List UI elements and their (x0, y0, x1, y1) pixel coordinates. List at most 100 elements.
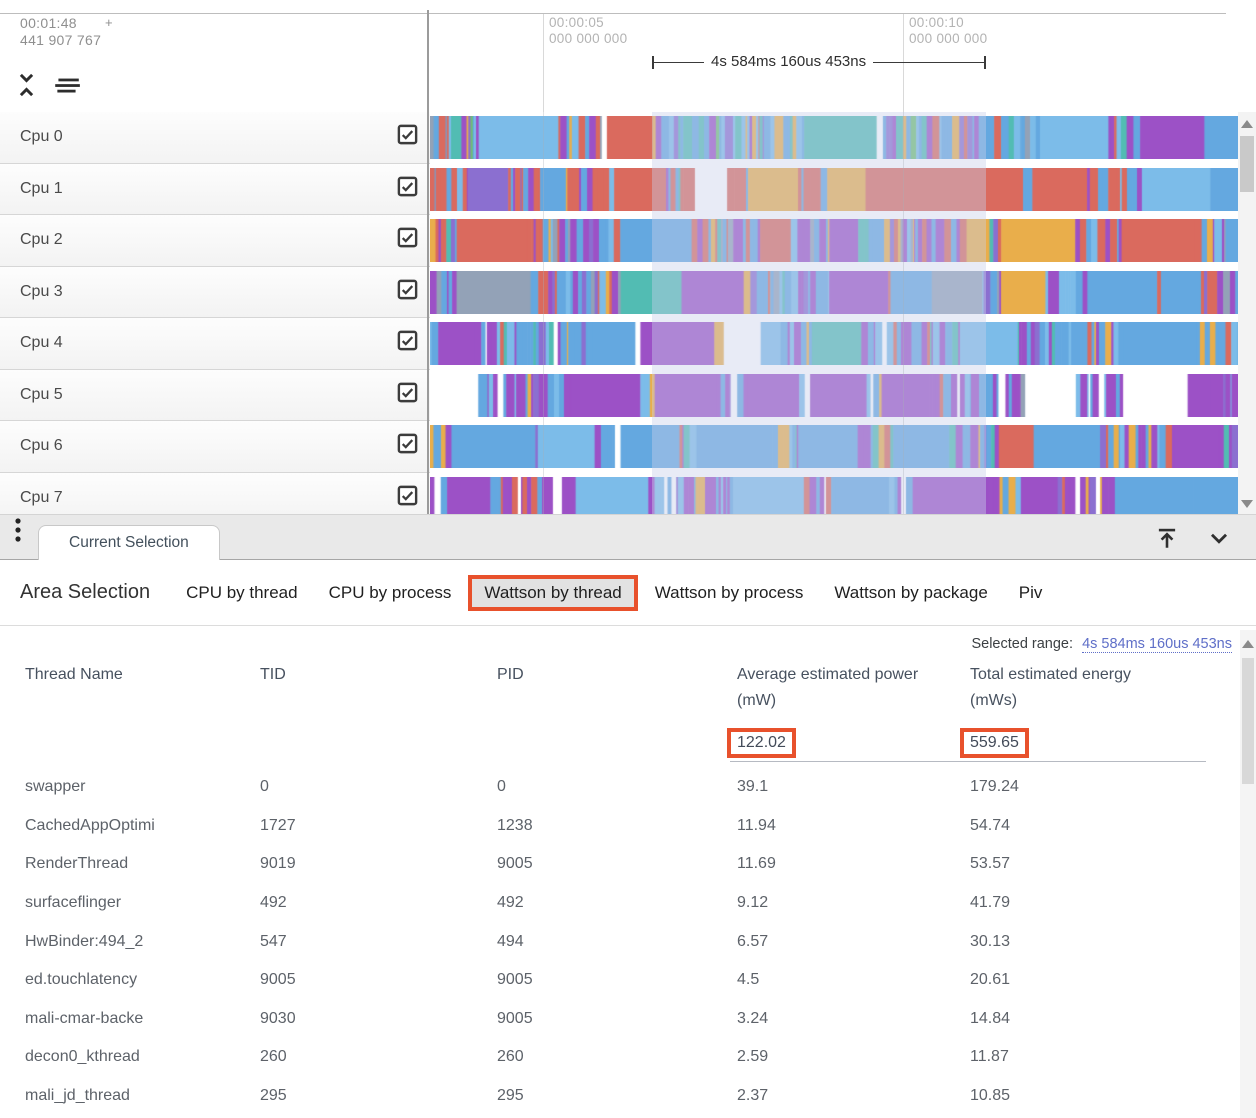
table-cell: 260 (497, 1048, 524, 1066)
detail-tab-wattson-by-process[interactable]: Wattson by process (654, 582, 804, 602)
track-checkbox[interactable] (396, 175, 419, 203)
track-name: Cpu 5 (20, 385, 63, 403)
table-cell: 0 (260, 778, 269, 796)
column-header[interactable]: PID (497, 666, 524, 683)
cpu-sched-track[interactable] (430, 425, 1238, 468)
tab-current-selection[interactable]: Current Selection (38, 525, 220, 560)
table-cell: 295 (497, 1087, 524, 1105)
track-name: Cpu 0 (20, 128, 63, 146)
track-name: Cpu 3 (20, 282, 63, 300)
cpu-sched-track[interactable] (430, 167, 1238, 211)
cpu-track-row: Cpu 4 (0, 318, 1238, 370)
track-name: Cpu 7 (20, 488, 63, 506)
cpu-track-list: Cpu 0 Cpu 1 Cpu 2 Cpu 3 Cpu 4 Cpu 5 Cpu 6 Cpu 7 (0, 112, 1238, 514)
table-cell: 1238 (497, 816, 533, 834)
table-cell: 9019 (260, 855, 296, 873)
track-checkbox[interactable] (396, 381, 419, 409)
track-checkbox[interactable] (396, 432, 419, 460)
ruler-tick-label: 00:00:10 000 000 000 (909, 15, 988, 46)
cursor-nanoseconds: 441 907 767 (20, 32, 102, 48)
table-row[interactable]: HwBinder:494_2 547 494 6.57 30.13 (25, 922, 1256, 961)
cpu-track-row: Cpu 3 (0, 266, 1238, 318)
table-cell: 547 (260, 932, 287, 950)
table-row[interactable]: mali-cmar-backe 9030 9005 3.24 14.84 (25, 1000, 1256, 1039)
wattson-thread-table: Thread Name TID PID Average estimated power… (0, 658, 1256, 1115)
table-cell: 10.85 (970, 1087, 1011, 1105)
bracket-right-cap (984, 55, 986, 69)
panel-menu-icon[interactable] (14, 516, 22, 551)
table-row[interactable]: CachedAppOptimi 1727 1238 11.94 54.74 (25, 807, 1256, 846)
selection-duration-label: 4s 584ms 160us 453ns (711, 52, 867, 70)
scroll-up-icon[interactable] (1242, 640, 1254, 648)
track-checkbox[interactable] (396, 329, 419, 357)
dock-to-top-icon[interactable] (1154, 525, 1180, 551)
track-checkbox[interactable] (396, 484, 419, 512)
detail-tab-piv[interactable]: Piv (1018, 582, 1043, 602)
table-cell: 11.94 (737, 816, 776, 834)
summary-avg-power: 122.02 (727, 728, 796, 758)
table-summary-row: 122.02 559.65 (25, 728, 1256, 758)
cpu-track-row: Cpu 0 (0, 112, 1238, 164)
detail-scrollbar-thumb[interactable] (1242, 658, 1254, 784)
track-panel-divider[interactable] (427, 10, 429, 514)
table-cell: 20.61 (970, 971, 1011, 989)
cpu-sched-track[interactable] (430, 219, 1238, 262)
detail-scrollbar[interactable] (1240, 630, 1256, 1118)
detail-tab-wattson-by-package[interactable]: Wattson by package (834, 582, 988, 602)
cpu-sched-track[interactable] (430, 116, 1238, 159)
detail-tab-cpu-by-thread[interactable]: CPU by thread (186, 582, 298, 602)
table-cell: 11.69 (737, 855, 776, 873)
track-name: Cpu 6 (20, 437, 63, 455)
scroll-up-icon[interactable] (1241, 120, 1253, 128)
detail-tab-wattson-by-thread[interactable]: Wattson by thread (468, 574, 638, 611)
cpu-sched-track[interactable] (430, 373, 1238, 417)
table-cell: 30.13 (970, 932, 1011, 950)
scroll-down-icon[interactable] (1241, 500, 1253, 508)
table-cell: mali-cmar-backe (25, 1009, 144, 1027)
table-cell: 3.24 (737, 1009, 769, 1027)
cpu-track-row: Cpu 7 (0, 472, 1238, 514)
table-cell: 39.1 (737, 778, 769, 796)
track-filter-menu-icon[interactable] (52, 72, 82, 98)
timeline-scrollbar-thumb[interactable] (1240, 136, 1254, 192)
table-row[interactable]: swapper 0 0 39.1 179.24 (25, 768, 1256, 807)
table-row[interactable]: surfaceflinger 492 492 9.12 41.79 (25, 884, 1256, 923)
timeline-gridline (903, 112, 904, 514)
column-header[interactable]: Average estimated power (mW) (737, 666, 919, 709)
table-row[interactable]: decon0_kthread 260 260 2.59 11.87 (25, 1038, 1256, 1077)
timeline-gridline (543, 112, 544, 514)
timeline-scrollbar[interactable] (1238, 112, 1256, 514)
column-header[interactable]: Thread Name (25, 666, 123, 683)
track-label-cell: Cpu 1 (0, 163, 430, 215)
table-cell: 53.57 (970, 855, 1011, 873)
table-cell: CachedAppOptimi (25, 816, 155, 834)
table-cell: 54.74 (970, 816, 1011, 834)
track-checkbox[interactable] (396, 123, 419, 151)
column-header[interactable]: Total estimated energy (mWs) (970, 666, 1131, 709)
cursor-plus-sign: + (105, 15, 113, 30)
detail-tab-cpu-by-process[interactable]: CPU by process (328, 582, 452, 602)
summary-total-energy: 559.65 (960, 728, 1029, 758)
cpu-sched-track[interactable] (430, 270, 1238, 314)
table-cell: 295 (260, 1087, 287, 1105)
ruler-tick (543, 14, 544, 112)
column-header[interactable]: TID (260, 666, 286, 683)
selection-range-bracket: 4s 584ms 160us 453ns (652, 52, 986, 70)
table-row[interactable]: mali_jd_thread 295 295 2.37 10.85 (25, 1077, 1256, 1116)
selected-range-value-link[interactable]: 4s 584ms 160us 453ns (1082, 636, 1232, 653)
table-row[interactable]: RenderThread 9019 9005 11.69 53.57 (25, 845, 1256, 884)
table-cell: surfaceflinger (25, 894, 122, 912)
bracket-left-cap (652, 55, 654, 69)
table-cell: 9005 (497, 971, 533, 989)
bottom-panel-tabstrip: Current Selection (0, 514, 1256, 560)
track-checkbox[interactable] (396, 226, 419, 254)
track-checkbox[interactable] (396, 278, 419, 306)
table-row[interactable]: ed.touchlatency 9005 9005 4.5 20.61 (25, 961, 1256, 1000)
cpu-sched-track[interactable] (430, 476, 1238, 514)
collapse-panel-icon[interactable] (1206, 525, 1232, 551)
cpu-sched-track[interactable] (430, 322, 1238, 365)
collapse-tracks-icon[interactable] (13, 70, 40, 100)
ruler-line (0, 13, 1226, 14)
detail-tabs: CPU by thread CPU by process Wattson by th… (186, 574, 1043, 611)
track-label-cell: Cpu 6 (0, 421, 430, 473)
